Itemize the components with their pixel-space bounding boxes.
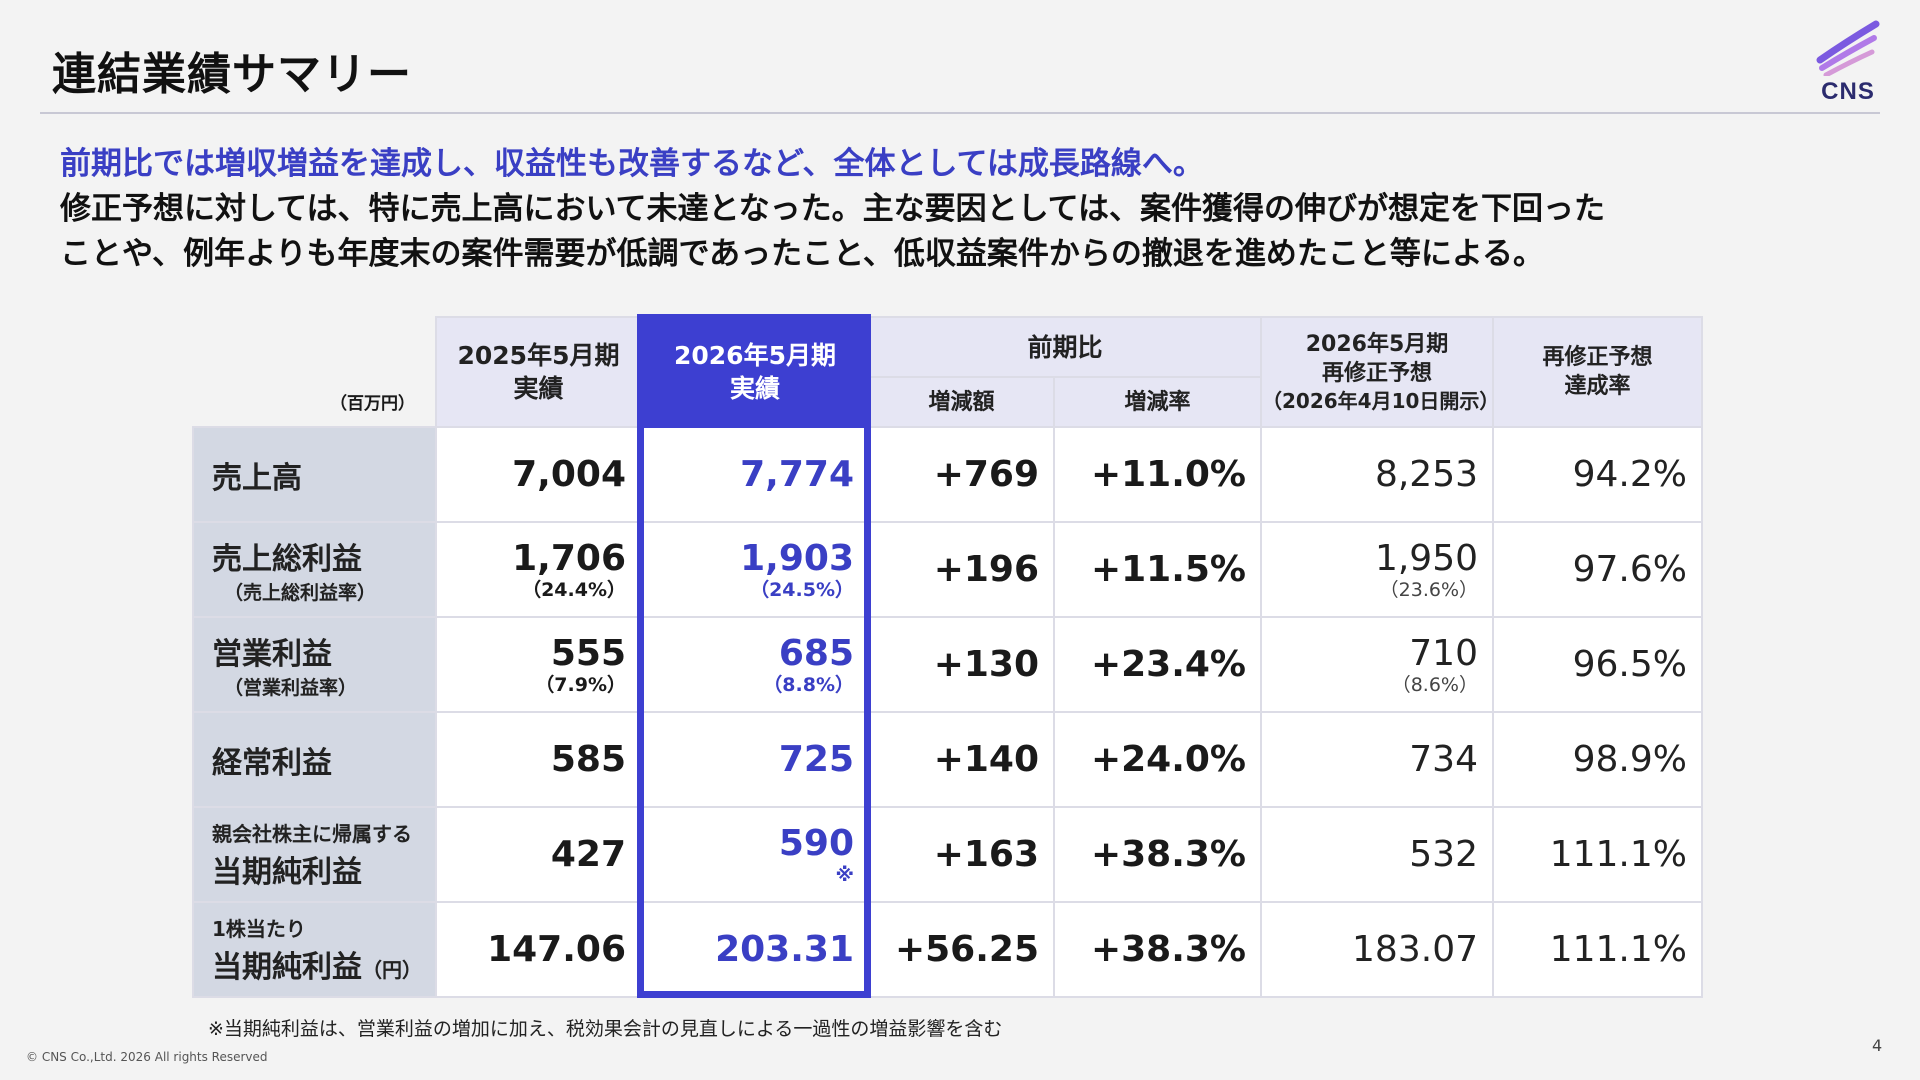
achievement-value: 111.1%: [1492, 806, 1703, 903]
yoy-amount-value: +56.25: [868, 901, 1055, 998]
achievement-value: 94.2%: [1492, 426, 1703, 523]
fy2026-value: 725: [640, 711, 870, 808]
page-title: 連結業績サマリー: [52, 49, 412, 100]
fy2025-value: 585: [435, 711, 642, 808]
unit-label: （百万円）: [193, 317, 436, 427]
yoy-rate-value: +38.3%: [1053, 806, 1262, 903]
header-achievement: 再修正予想 達成率: [1492, 316, 1703, 428]
copyright: © CNS Co.,Ltd. 2026 All rights Reserved: [26, 1050, 268, 1064]
lead-text: 前期比では増収増益を達成し、収益性も改善するなど、全体としては成長路線へ。 修正…: [60, 142, 1605, 277]
table-row: 1株当たり 当期純利益（円） 147.06 203.31 +56.25 +38.…: [192, 901, 1703, 998]
table-row: 親会社株主に帰属する 当期純利益 427 590 ※ +163 +38.3% 5…: [192, 806, 1703, 903]
yoy-amount-value: +130: [868, 616, 1055, 713]
company-logo: CNS: [1808, 20, 1888, 105]
title-divider: [40, 112, 1880, 114]
table-row: 経常利益 585 725 +140 +24.0% 734 98.9%: [192, 711, 1703, 808]
header-yoy-rate: 増減率: [1053, 376, 1262, 428]
yoy-amount-value: +769: [868, 426, 1055, 523]
fy2025-value: 555 （7.9%）: [435, 616, 642, 713]
row-label: 売上高: [192, 426, 437, 523]
forecast-value: 734: [1260, 711, 1494, 808]
fy2025-value: 427: [435, 806, 642, 903]
achievement-value: 111.1%: [1492, 901, 1703, 998]
row-label: 営業利益 （営業利益率）: [192, 616, 437, 713]
lead-line-2: 修正予想に対しては、特に売上高において未達となった。主な要因としては、案件獲得の…: [60, 191, 1606, 227]
footnote: ※当期純利益は、営業利益の増加に加え、税効果会計の見直しによる一過性の増益影響を…: [208, 1018, 1003, 1040]
fy2026-value: 1,903 （24.5%）: [640, 521, 870, 618]
yoy-amount-value: +140: [868, 711, 1055, 808]
header-fy2026: 2026年5月期 実績: [640, 316, 870, 428]
header-fy2025: 2025年5月期 実績: [435, 316, 642, 428]
header-forecast: 2026年5月期 再修正予想 （2026年4月10日開示）: [1260, 316, 1499, 428]
results-summary-table: （百万円） 2025年5月期 実績 2026年5月期 実績 前期比 2026年5…: [192, 316, 1703, 998]
table-row: 売上総利益 （売上総利益率） 1,706 （24.4%） 1,903 （24.5…: [192, 521, 1703, 618]
lead-line-3: ことや、例年よりも年度末の案件需要が低調であったこと、低収益案件からの撤退を進め…: [60, 236, 1544, 272]
yoy-rate-value: +24.0%: [1053, 711, 1262, 808]
yoy-rate-value: +11.0%: [1053, 426, 1262, 523]
fy2026-value: 203.31: [640, 901, 870, 998]
header-yoy: 前期比: [868, 316, 1262, 378]
achievement-value: 96.5%: [1492, 616, 1703, 713]
forecast-value: 532: [1260, 806, 1494, 903]
forecast-value: 8,253: [1260, 426, 1494, 523]
header-yoy-amount: 増減額: [868, 376, 1055, 428]
fy2026-value: 685 （8.8%）: [640, 616, 870, 713]
yoy-rate-value: +38.3%: [1053, 901, 1262, 998]
footnote-marker: ※: [835, 863, 854, 886]
row-label: 1株当たり 当期純利益（円）: [192, 901, 437, 998]
forecast-value: 183.07: [1260, 901, 1494, 998]
achievement-value: 98.9%: [1492, 711, 1703, 808]
row-label: 売上総利益 （売上総利益率）: [192, 521, 437, 618]
logo-text: CNS: [1821, 78, 1875, 105]
row-label: 親会社株主に帰属する 当期純利益: [192, 806, 437, 903]
fy2026-value: 590 ※: [640, 806, 870, 903]
row-label: 経常利益: [192, 711, 437, 808]
fy2025-value: 1,706 （24.4%）: [435, 521, 642, 618]
achievement-value: 97.6%: [1492, 521, 1703, 618]
table-row: 売上高 7,004 7,774 +769 +11.0% 8,253 94.2%: [192, 426, 1703, 523]
fy2025-value: 7,004: [435, 426, 642, 523]
yoy-amount-value: +196: [868, 521, 1055, 618]
fy2026-value: 7,774: [640, 426, 870, 523]
logo-swoosh-icon: [1816, 20, 1880, 76]
yoy-rate-value: +11.5%: [1053, 521, 1262, 618]
table-row: 営業利益 （営業利益率） 555 （7.9%） 685 （8.8%） +130 …: [192, 616, 1703, 713]
forecast-value: 1,950 （23.6%）: [1260, 521, 1494, 618]
fy2025-value: 147.06: [435, 901, 642, 998]
page-number: 4: [1872, 1036, 1883, 1055]
yoy-rate-value: +23.4%: [1053, 616, 1262, 713]
lead-highlight: 前期比では増収増益を達成し、収益性も改善するなど、全体としては成長路線へ。: [60, 146, 1204, 182]
yoy-amount-value: +163: [868, 806, 1055, 903]
forecast-value: 710 （8.6%）: [1260, 616, 1494, 713]
